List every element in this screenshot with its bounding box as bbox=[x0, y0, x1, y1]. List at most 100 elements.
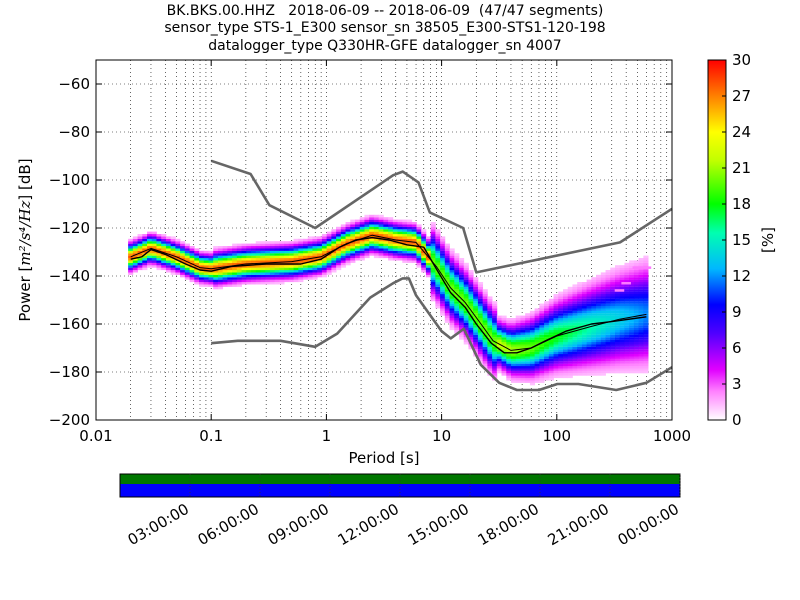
histogram-cell bbox=[298, 246, 304, 249]
histogram-cell bbox=[411, 243, 417, 247]
histogram-cell bbox=[236, 243, 242, 247]
histogram-cell bbox=[246, 270, 252, 273]
histogram-cell bbox=[614, 279, 621, 283]
histogram-cell bbox=[614, 356, 621, 359]
histogram-cell bbox=[548, 339, 554, 343]
histogram-cell bbox=[482, 303, 488, 307]
histogram-cell bbox=[156, 241, 162, 244]
histogram-cell bbox=[487, 322, 493, 326]
histogram-cell bbox=[501, 358, 507, 362]
histogram-cell bbox=[548, 366, 554, 369]
histogram-cell bbox=[577, 366, 583, 369]
histogram-cell bbox=[175, 246, 181, 249]
histogram-cell bbox=[222, 248, 228, 251]
histogram-cell bbox=[364, 217, 370, 220]
histogram-cell bbox=[175, 248, 181, 251]
histogram-cell bbox=[600, 373, 606, 376]
histogram-cell bbox=[279, 246, 285, 249]
histogram-cell bbox=[151, 260, 157, 263]
histogram-cell bbox=[473, 277, 479, 280]
histogram-cell bbox=[506, 366, 512, 369]
histogram-cell bbox=[487, 301, 493, 304]
histogram-cell bbox=[506, 361, 512, 364]
histogram-cell bbox=[293, 260, 299, 263]
histogram-cell bbox=[274, 258, 280, 261]
histogram-cell bbox=[388, 253, 394, 256]
histogram-cell bbox=[624, 301, 630, 304]
histogram-outlier-cell bbox=[641, 266, 652, 269]
histogram-cell bbox=[350, 231, 356, 235]
histogram-cell bbox=[624, 363, 630, 367]
colorbar-tick-label: 0 bbox=[732, 411, 742, 429]
histogram-cell bbox=[208, 274, 214, 278]
histogram-cell bbox=[194, 248, 200, 251]
histogram-cell bbox=[236, 255, 242, 259]
histogram-cell bbox=[596, 279, 602, 283]
histogram-cell bbox=[307, 255, 313, 259]
histogram-cell bbox=[562, 354, 569, 357]
histogram-cell bbox=[600, 310, 606, 314]
histogram-cell bbox=[435, 250, 441, 254]
histogram-cell bbox=[392, 253, 398, 256]
y-axis-ticks: −60−80−100−120−140−160−180−200 bbox=[49, 75, 672, 429]
histogram-cell bbox=[529, 334, 536, 338]
histogram-cell bbox=[629, 286, 635, 290]
histogram-cell bbox=[600, 284, 606, 287]
histogram-cell bbox=[581, 363, 588, 367]
histogram-cell bbox=[213, 277, 219, 280]
histogram-cell bbox=[128, 241, 134, 244]
histogram-cell bbox=[520, 378, 526, 381]
histogram-cell bbox=[459, 325, 465, 328]
histogram-cell bbox=[562, 351, 569, 355]
histogram-cell bbox=[444, 250, 450, 254]
histogram-cell bbox=[364, 246, 370, 249]
histogram-cell bbox=[236, 262, 242, 266]
histogram-cell bbox=[444, 270, 450, 273]
histogram-cell bbox=[515, 322, 521, 326]
histogram-cell bbox=[600, 334, 606, 338]
histogram-cell bbox=[633, 301, 640, 304]
histogram-cell bbox=[293, 250, 299, 254]
histogram-cell bbox=[236, 284, 242, 287]
histogram-cell bbox=[477, 282, 484, 285]
histogram-cell bbox=[548, 320, 554, 323]
histogram-cell bbox=[449, 310, 455, 314]
histogram-cell bbox=[596, 274, 602, 278]
histogram-cell bbox=[293, 238, 299, 242]
histogram-cell bbox=[430, 274, 436, 278]
histogram-cell bbox=[586, 358, 592, 362]
histogram-cell bbox=[468, 320, 474, 323]
histogram-cell bbox=[515, 349, 521, 352]
histogram-cell bbox=[638, 368, 644, 371]
histogram-cell bbox=[388, 234, 394, 237]
histogram-cell bbox=[156, 262, 162, 266]
histogram-cell bbox=[596, 337, 602, 340]
histogram-cell bbox=[288, 277, 294, 280]
histogram-cell bbox=[544, 315, 550, 319]
histogram-cell bbox=[529, 342, 536, 345]
histogram-cell bbox=[312, 270, 318, 273]
histogram-cell bbox=[241, 272, 247, 275]
histogram-cell bbox=[307, 267, 313, 271]
histogram-cell bbox=[643, 282, 649, 285]
histogram-cell bbox=[161, 265, 167, 268]
histogram-cell bbox=[539, 358, 545, 362]
histogram-cell bbox=[596, 301, 602, 304]
histogram-cell bbox=[610, 361, 616, 364]
histogram-cell bbox=[232, 250, 238, 254]
histogram-cell bbox=[548, 368, 554, 371]
histogram-cell bbox=[388, 236, 394, 239]
histogram-cell bbox=[298, 238, 304, 242]
histogram-cell bbox=[643, 366, 649, 369]
histogram-cell bbox=[440, 301, 446, 304]
histogram-cell bbox=[397, 250, 403, 254]
histogram-cell bbox=[529, 358, 536, 362]
histogram-cell bbox=[189, 246, 195, 249]
histogram-cell bbox=[572, 294, 578, 297]
x-tick-label: 1 bbox=[322, 427, 332, 445]
histogram-cell bbox=[194, 282, 200, 285]
histogram-cell bbox=[128, 270, 134, 273]
histogram-cell bbox=[605, 318, 611, 321]
histogram-cell bbox=[321, 258, 328, 261]
histogram-cell bbox=[487, 361, 493, 364]
